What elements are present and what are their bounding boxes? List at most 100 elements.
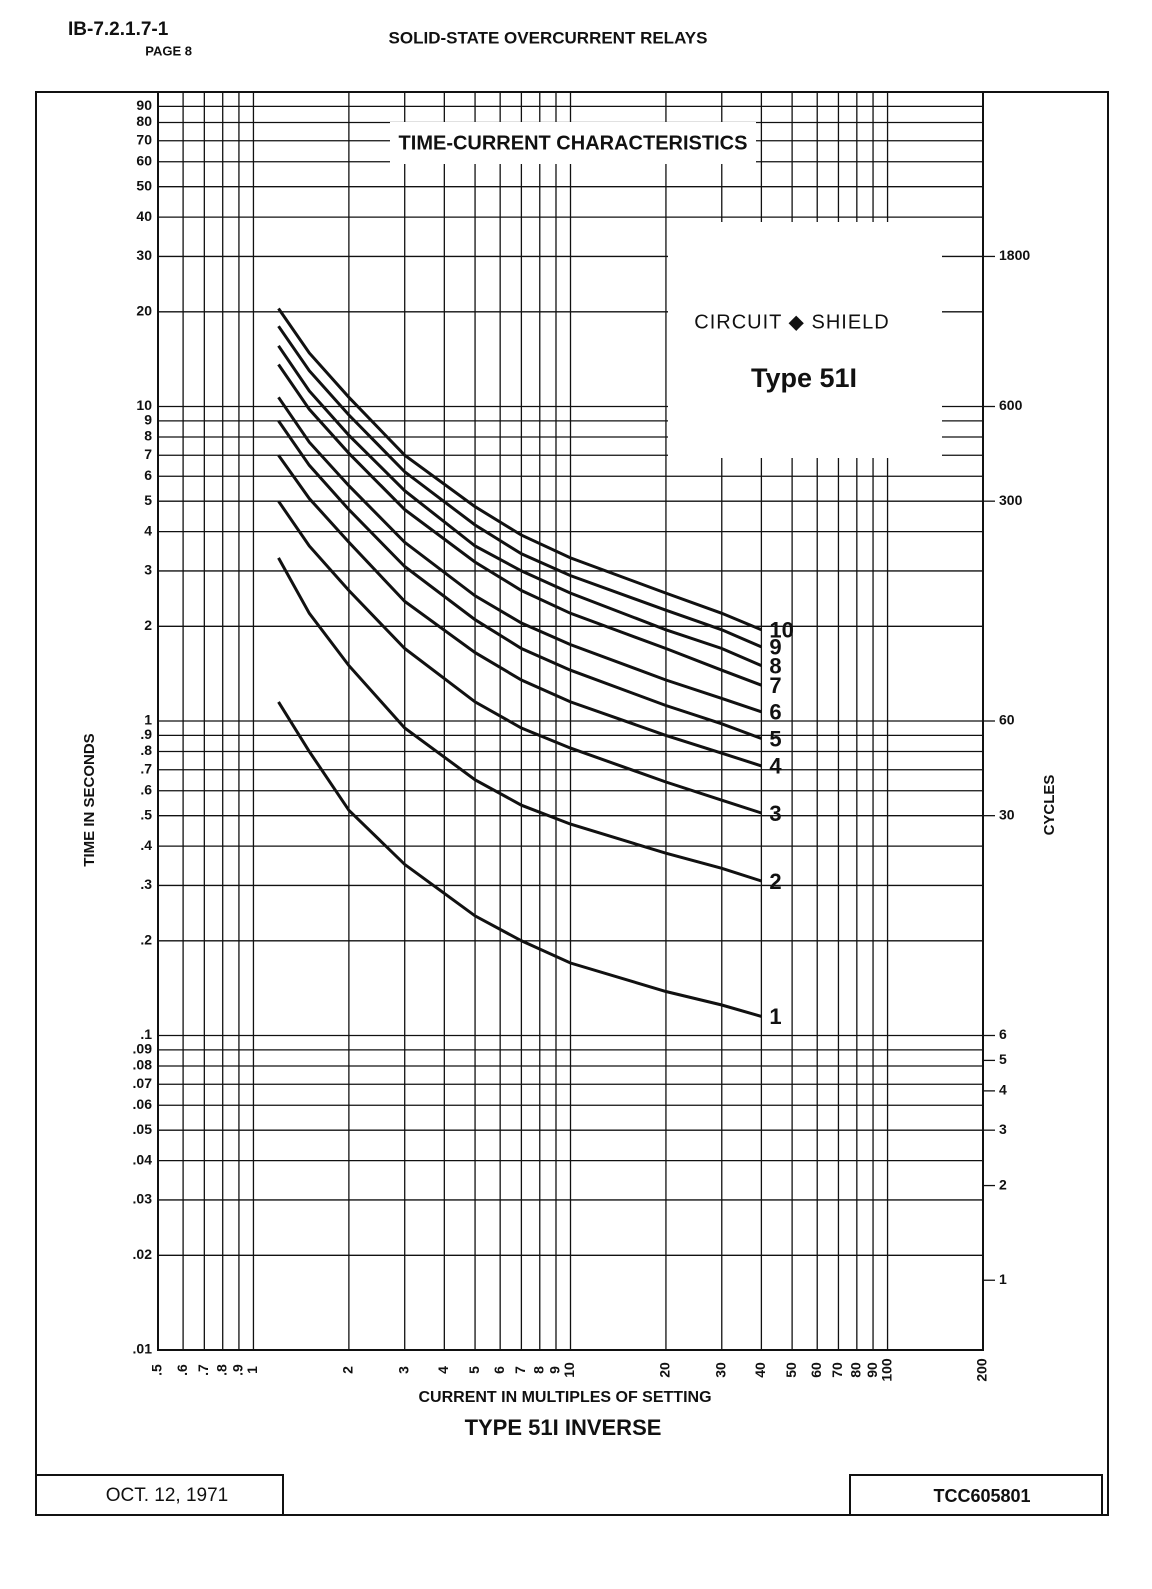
logo-box — [668, 222, 942, 458]
x-tick-label: 6 — [491, 1366, 507, 1374]
y-tick-label: .8 — [140, 742, 152, 758]
y2-axis-label: CYCLES — [1041, 775, 1058, 836]
model: Type 51I — [751, 363, 857, 393]
x-tick-label: 1 — [244, 1366, 260, 1374]
x-tick-label: 30 — [712, 1362, 728, 1378]
y-tick-label: .6 — [140, 781, 152, 797]
x-tick-label: .7 — [195, 1364, 211, 1376]
chart-title: TIME-CURRENT CHARACTERISTICS — [399, 132, 748, 154]
x-tick-label: 200 — [974, 1358, 990, 1382]
curve — [277, 344, 762, 667]
y2-tick-label: 300 — [999, 492, 1023, 508]
x-tick-label: 10 — [561, 1362, 577, 1378]
y2-tick-label: 30 — [999, 806, 1015, 822]
x-tick-label: .6 — [174, 1364, 190, 1376]
y-tick-label: 30 — [136, 247, 152, 263]
y-tick-label: .5 — [140, 806, 152, 822]
curve-label: 4 — [769, 754, 782, 779]
footer-code-box — [849, 1474, 1103, 1516]
x-tick-label: .9 — [230, 1364, 246, 1376]
y-tick-label: 9 — [144, 412, 152, 428]
x-tick-label: 8 — [530, 1366, 546, 1374]
x-tick-label: 9 — [547, 1366, 563, 1374]
curve — [277, 701, 762, 1018]
curve-label: 1 — [769, 1004, 781, 1029]
curve — [277, 396, 762, 714]
x-tick-label: 40 — [752, 1362, 768, 1378]
page-title: SOLID-STATE OVERCURRENT RELAYS — [389, 28, 708, 47]
y-tick-label: 20 — [136, 303, 152, 319]
y-tick-label: 80 — [136, 113, 152, 129]
y-tick-label: .7 — [140, 760, 152, 776]
curve-label: 8 — [769, 653, 781, 678]
y-tick-label: 2 — [144, 617, 152, 633]
footer-date-box — [35, 1474, 284, 1516]
x-tick-label: 5 — [466, 1366, 482, 1374]
y2-tick-label: 3 — [999, 1121, 1007, 1137]
curve — [277, 454, 762, 768]
chart-subtitle: TYPE 51I INVERSE — [465, 1415, 662, 1440]
y-tick-label: .05 — [133, 1121, 153, 1137]
curve-label: 7 — [769, 673, 781, 698]
y-tick-label: 7 — [144, 446, 152, 462]
y-tick-label: .4 — [140, 837, 152, 853]
footer-code: TCC605801 — [933, 1486, 1030, 1506]
y2-tick-label: 60 — [999, 712, 1015, 728]
x-axis-label: CURRENT IN MULTIPLES OF SETTING — [418, 1389, 711, 1406]
y-tick-label: 50 — [136, 177, 152, 193]
y-tick-label: 8 — [144, 428, 152, 444]
y-tick-label: .06 — [133, 1096, 153, 1112]
y-tick-label: .08 — [133, 1057, 153, 1073]
y-tick-label: 6 — [144, 467, 152, 483]
y-tick-label: 40 — [136, 208, 152, 224]
y-tick-label: 1 — [144, 712, 152, 728]
brand: CIRCUIT ◆ SHIELD — [694, 311, 889, 333]
x-tick-label: 4 — [435, 1366, 451, 1374]
y-tick-label: 4 — [144, 522, 152, 538]
y-tick-label: .03 — [133, 1191, 153, 1207]
curve — [277, 307, 762, 632]
curve — [277, 420, 762, 740]
y-axis-label: TIME IN SECONDS — [81, 733, 98, 866]
page-border — [35, 91, 1109, 1516]
curve-label: 10 — [769, 618, 793, 643]
y-tick-label: 60 — [136, 152, 152, 168]
x-tick-label: 50 — [783, 1362, 799, 1378]
curve-label: 5 — [769, 726, 781, 751]
curve — [277, 363, 762, 687]
y-tick-label: .9 — [140, 726, 152, 742]
y-tick-label: 70 — [136, 131, 152, 147]
x-tick-label: 7 — [512, 1366, 528, 1374]
curve-label: 9 — [769, 635, 781, 660]
y-tick-label: .3 — [140, 876, 152, 892]
y-tick-label: 10 — [136, 397, 152, 413]
y-tick-label: 5 — [144, 492, 152, 508]
curve — [277, 500, 762, 815]
y-tick-label: .09 — [133, 1041, 153, 1057]
y-tick-label: 3 — [144, 562, 152, 578]
y2-tick-label: 600 — [999, 397, 1023, 413]
curve-label: 3 — [769, 801, 781, 826]
x-tick-label: 3 — [395, 1366, 411, 1374]
y-tick-label: .2 — [140, 932, 152, 948]
y-tick-label: .1 — [140, 1026, 152, 1042]
curve-label: 2 — [769, 869, 781, 894]
page-number: PAGE 8 — [145, 43, 192, 58]
y-tick-label: .01 — [133, 1341, 153, 1357]
y2-tick-label: 4 — [999, 1082, 1007, 1098]
footer-date: OCT. 12, 1971 — [106, 1485, 229, 1506]
y2-tick-label: 1800 — [999, 247, 1030, 263]
x-tick-label: 2 — [340, 1366, 356, 1374]
y-tick-label: .04 — [133, 1151, 153, 1167]
y2-tick-label: 2 — [999, 1176, 1007, 1192]
x-tick-label: 70 — [829, 1362, 845, 1378]
y-tick-label: .02 — [133, 1246, 153, 1262]
x-tick-label: .8 — [213, 1364, 229, 1376]
curve — [277, 325, 762, 649]
doc-id: IB-7.2.1.7-1 — [68, 19, 169, 40]
y2-tick-label: 6 — [999, 1026, 1007, 1042]
x-tick-label: .5 — [149, 1364, 165, 1376]
title-box — [390, 122, 756, 164]
x-tick-label: 20 — [657, 1362, 673, 1378]
